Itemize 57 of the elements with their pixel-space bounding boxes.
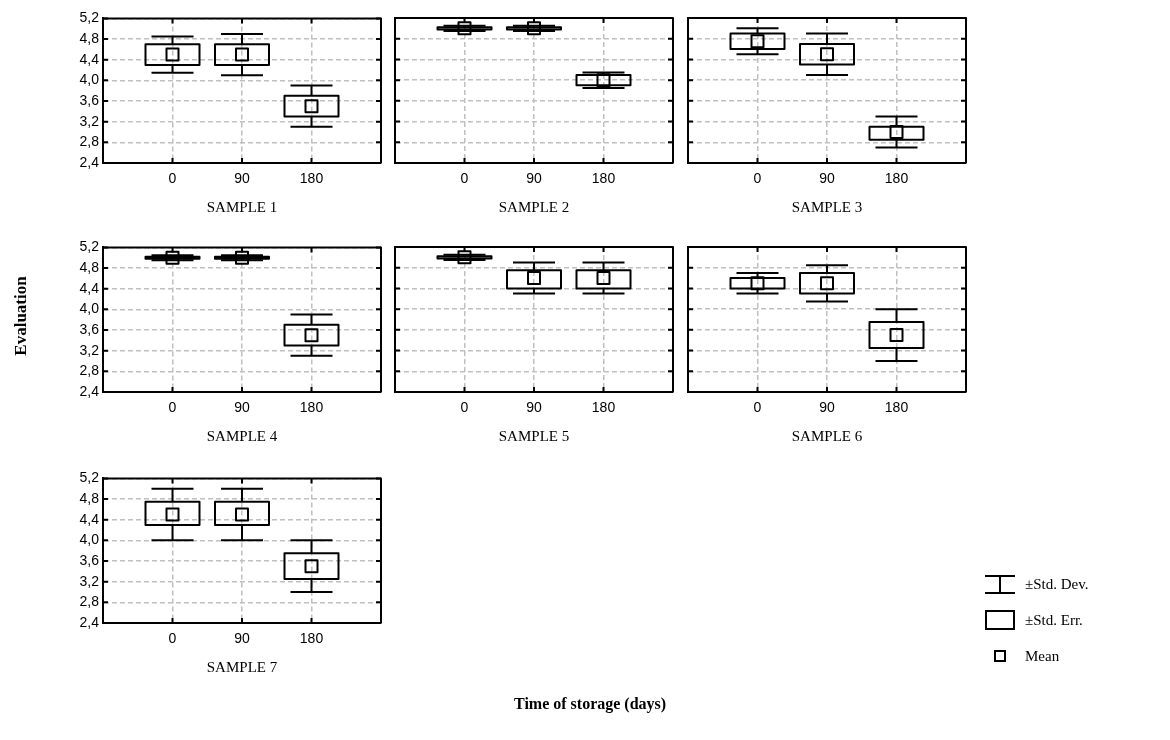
y-tick-label: 5,2 [79, 238, 100, 255]
x-tick-label: 90 [234, 399, 250, 416]
x-tick-label: 90 [234, 170, 250, 187]
x-tick-label: 90 [819, 170, 835, 187]
x-tick-label: 90 [526, 170, 542, 187]
x-tick-label: 0 [753, 399, 762, 416]
y-tick-label: 3,6 [79, 91, 100, 108]
y-tick-label: 4,0 [79, 531, 100, 548]
x-tick-label: 0 [168, 630, 177, 647]
x-tick-label: 180 [299, 630, 324, 647]
y-axis-title: Evaluation [10, 276, 31, 356]
y-tick-label: 2,4 [79, 382, 100, 399]
y-tick-label: 5,2 [79, 469, 100, 486]
x-axis-title: SAMPLE 3 [791, 198, 863, 215]
text: ±Std. Err. [1025, 611, 1083, 629]
x-tick-label: 90 [526, 399, 542, 416]
y-tick-label: 4,8 [79, 489, 100, 506]
y-tick-label: 2,4 [79, 153, 100, 170]
text: ±Std. Dev. [1025, 575, 1089, 593]
x-axis-title: SAMPLE 2 [498, 198, 570, 215]
y-tick-label: 4,0 [79, 71, 100, 88]
y-tick-label: 4,4 [79, 279, 100, 296]
text: Time of storage (days) [514, 695, 667, 713]
y-tick-label: 2,8 [79, 362, 100, 379]
x-axis-title: SAMPLE 7 [206, 658, 278, 675]
x-tick-label: 180 [591, 170, 616, 187]
y-tick-label: 2,4 [79, 613, 100, 630]
x-tick-label: 180 [591, 399, 616, 416]
y-tick-label: 4,4 [79, 510, 100, 527]
x-tick-label: 0 [460, 399, 469, 416]
x-tick-label: 0 [460, 170, 469, 187]
y-tick-label: 4,0 [79, 300, 100, 317]
text: Mean [1025, 647, 1060, 665]
y-tick-label: 5,2 [79, 9, 100, 26]
y-tick-label: 4,4 [79, 50, 100, 67]
x-tick-label: 180 [299, 399, 324, 416]
y-tick-label: 3,2 [79, 572, 100, 589]
y-tick-label: 3,2 [79, 112, 100, 129]
x-tick-label: 90 [819, 399, 835, 416]
y-tick-label: 4,8 [79, 258, 100, 275]
x-tick-label: 180 [299, 170, 324, 187]
x-tick-label: 180 [884, 399, 909, 416]
x-tick-label: 0 [168, 399, 177, 416]
x-tick-label: 0 [168, 170, 177, 187]
y-tick-label: 3,6 [79, 551, 100, 568]
x-tick-label: 90 [234, 630, 250, 647]
y-tick-label: 3,2 [79, 341, 100, 358]
x-axis-title: SAMPLE 5 [498, 427, 570, 444]
x-tick-label: 180 [884, 170, 909, 187]
y-tick-label: 4,8 [79, 29, 100, 46]
x-axis-title: SAMPLE 4 [206, 427, 278, 444]
y-tick-label: 3,6 [79, 320, 100, 337]
x-axis-title: SAMPLE 6 [791, 427, 863, 444]
x-tick-label: 0 [753, 170, 762, 187]
y-tick-label: 2,8 [79, 133, 100, 150]
x-axis-title: SAMPLE 1 [206, 198, 278, 215]
y-tick-label: 2,8 [79, 593, 100, 610]
